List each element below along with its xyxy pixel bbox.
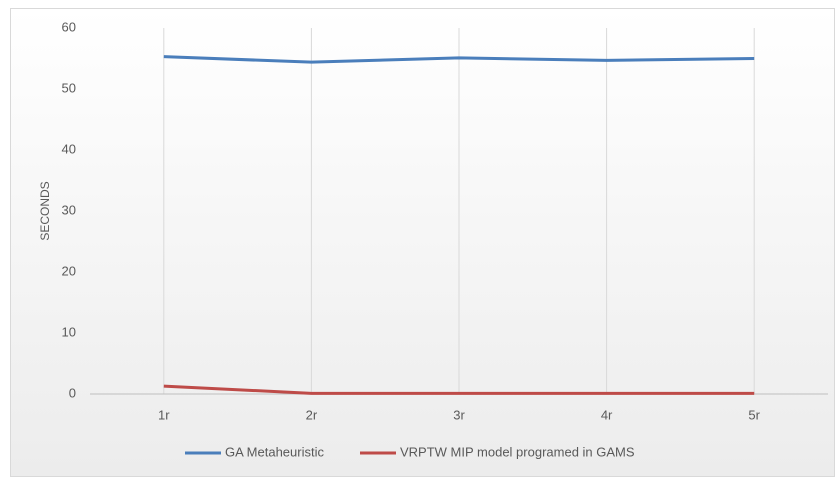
x-tick-label: 5r <box>748 407 760 422</box>
y-tick-label: 10 <box>62 324 76 339</box>
legend-label: VRPTW MIP model programed in GAMS <box>400 444 635 459</box>
y-tick-label: 30 <box>62 202 76 217</box>
series-line <box>163 55 755 64</box>
y-tick-label: 20 <box>62 263 76 278</box>
y-tick-label: 60 <box>62 19 76 34</box>
x-tick-label: 4r <box>601 407 613 422</box>
legend-label: GA Metaheuristic <box>225 444 324 459</box>
y-tick-label: 50 <box>62 80 76 95</box>
y-tick-label: 0 <box>69 385 76 400</box>
x-tick-label: 1r <box>158 407 170 422</box>
series-line <box>163 384 755 395</box>
y-tick-label: 40 <box>62 141 76 156</box>
x-tick-label: 2r <box>306 407 318 422</box>
y-axis-label: SECONDS <box>38 181 52 240</box>
chart-frame <box>10 8 835 477</box>
x-tick-label: 3r <box>453 407 465 422</box>
